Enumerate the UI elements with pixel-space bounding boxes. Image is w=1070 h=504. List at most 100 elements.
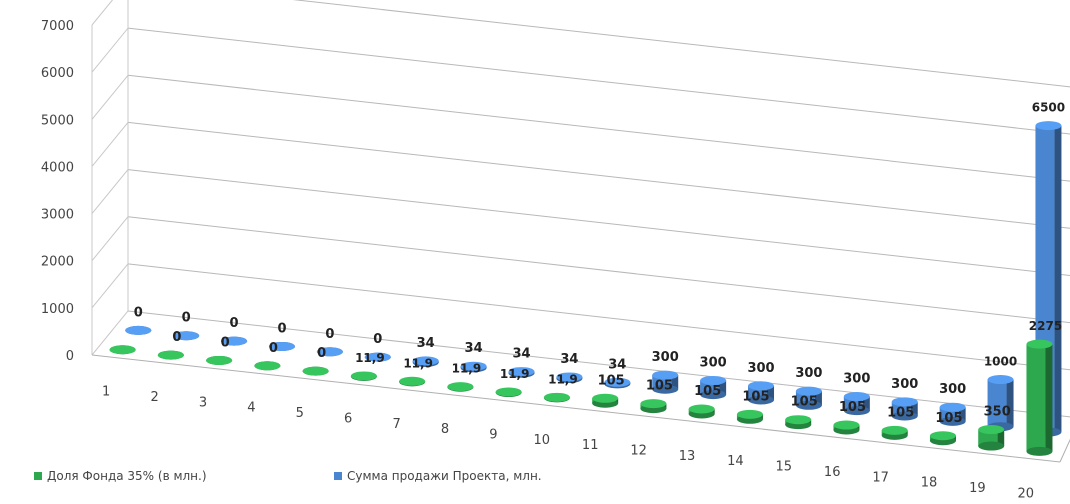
bar-series1-cap <box>929 431 956 441</box>
data-label: 105 <box>839 400 866 415</box>
x-tick-label: 5 <box>296 406 304 421</box>
bar-series1-cap <box>109 345 136 355</box>
bar-series2-base <box>795 400 822 410</box>
bar-series2 <box>987 375 1014 432</box>
bar-layer <box>109 121 1062 456</box>
data-label: 105 <box>646 379 673 394</box>
bar-series1 <box>302 366 329 376</box>
data-label: 350 <box>984 405 1011 420</box>
data-label: 105 <box>791 395 818 410</box>
data-label: 105 <box>742 389 769 404</box>
bar-series2-side <box>719 380 727 395</box>
bar-series1-base <box>978 441 1005 451</box>
x-tick-label: 9 <box>489 427 497 442</box>
bar-series2-cap <box>460 361 487 371</box>
bar-series2-cap <box>221 336 248 346</box>
gridline-side <box>91 310 129 356</box>
bar-series2-cap <box>173 331 200 341</box>
bar-series2 <box>221 336 248 346</box>
data-label: 0 <box>182 311 191 326</box>
grid-layer <box>91 0 1070 463</box>
bar-series1-cap <box>399 376 426 386</box>
data-label: 0 <box>317 346 326 361</box>
bar-series2-base <box>939 416 966 426</box>
bar-series1-side <box>997 429 1005 447</box>
floor-edge <box>91 354 1061 463</box>
x-tick-label: 2 <box>150 390 158 405</box>
data-label: 300 <box>795 366 822 381</box>
bar-series2-cap <box>316 347 343 357</box>
gridline-side <box>91 27 129 73</box>
bar-series2 <box>268 341 295 351</box>
bar-series1-cap <box>350 371 377 381</box>
legend-label: Доля Фонда 35% (в млн.) <box>47 469 207 483</box>
data-label: 300 <box>843 372 870 387</box>
x-tick-label: 3 <box>199 395 207 410</box>
bar-series1-side <box>1045 344 1053 452</box>
bar-series1 <box>399 376 426 387</box>
bar-series1-cap <box>157 350 184 360</box>
data-label: 0 <box>269 341 278 356</box>
x-tick-label: 10 <box>534 433 551 448</box>
bar-series2-cap <box>412 356 439 366</box>
bar-series1 <box>978 425 1005 451</box>
bar-series1 <box>350 371 377 382</box>
bar-series2-front <box>987 379 1007 427</box>
bar-series1-cap <box>592 393 619 403</box>
x-tick-label: 17 <box>872 470 889 485</box>
data-label: 0 <box>172 330 181 345</box>
bar-series2 <box>125 325 152 335</box>
x-axis-ticks: 1 2 3 4 5 6 7 8 9 10 11 12 13 14 15 16 17 18 19 20 <box>102 385 1034 502</box>
data-label: 105 <box>935 411 962 426</box>
gridline <box>292 0 1070 88</box>
bar-series2-cap <box>604 377 631 387</box>
bar-series2 <box>316 347 343 357</box>
data-label: 105 <box>887 405 914 420</box>
bar-series2-cap <box>1035 121 1062 131</box>
data-label: 300 <box>891 377 918 392</box>
x-tick-label: 12 <box>630 444 647 459</box>
data-label: 0 <box>134 305 143 320</box>
data-label: 34 <box>465 341 483 356</box>
bar-series1 <box>495 387 522 398</box>
bar-series2-base <box>843 406 870 416</box>
bar-series2-base <box>891 411 918 421</box>
bar-series1-cap <box>1026 339 1053 349</box>
legend: Доля Фонда 35% (в млн.) Сумма продажи Про… <box>34 469 542 483</box>
bar-series1-cap <box>978 425 1005 435</box>
bar-series1-base <box>1026 446 1053 456</box>
bar-series1 <box>254 361 281 371</box>
x-tick-label: 19 <box>969 481 986 496</box>
bar-series2 <box>556 372 583 384</box>
bar-series2-cap <box>939 402 966 412</box>
data-label: 300 <box>939 382 966 397</box>
bar-series1 <box>640 399 667 414</box>
bar-series1-cap <box>881 425 908 435</box>
bar-series2-cap <box>748 381 775 391</box>
gridline <box>127 310 1070 418</box>
data-label: 11,9 <box>548 372 578 386</box>
bar-series2 <box>364 352 391 362</box>
bar-series1 <box>447 382 474 392</box>
bar-series2 <box>508 367 535 378</box>
data-label: 34 <box>608 357 626 372</box>
data-label: 1000 <box>984 355 1017 369</box>
bar-series2 <box>748 381 775 405</box>
bar-series2-side <box>814 391 822 406</box>
bar-series2 <box>604 377 631 389</box>
bar-series1-cap <box>543 392 570 402</box>
data-label: 0 <box>230 316 239 331</box>
bar-series2 <box>891 397 918 421</box>
bar-series2 <box>795 386 822 410</box>
bar-series1-cap <box>640 399 667 409</box>
x-tick-label: 7 <box>392 417 400 432</box>
x-tick-label: 20 <box>1018 486 1035 501</box>
bar-series1-cap <box>302 366 329 376</box>
bar-series1 <box>785 415 812 430</box>
bar-series1-cap <box>206 355 233 365</box>
data-label: 11,9 <box>452 362 482 376</box>
data-label-layer: 0 0 0 0 0 0 34 34 34 34 34 300 300 300 300 300 300 300100… <box>134 101 1065 426</box>
gridline <box>127 216 1070 324</box>
gridline-side <box>91 0 114 26</box>
gridline-side <box>91 169 129 214</box>
